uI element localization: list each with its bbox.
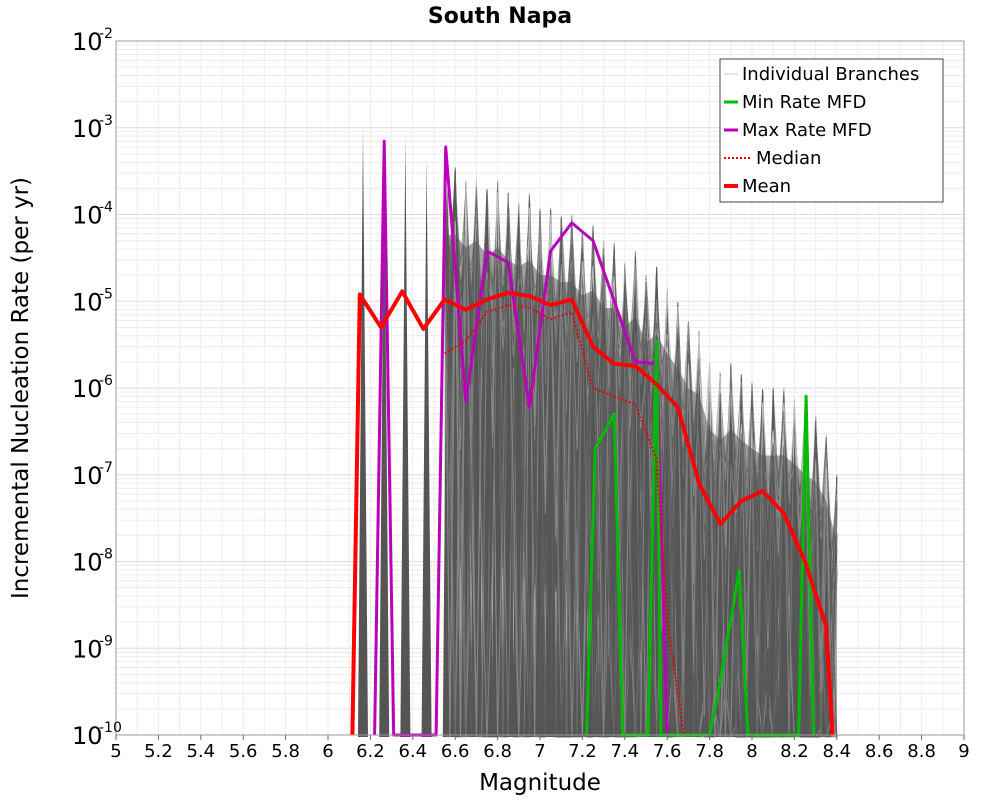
x-tick-label: 7.4: [610, 741, 639, 762]
x-tick-label: 5: [110, 741, 121, 762]
x-tick-label: 6: [322, 741, 333, 762]
chart-title: South Napa: [428, 4, 572, 29]
y-tick-label: 10: [72, 202, 103, 230]
x-tick-label: 7.2: [568, 741, 597, 762]
x-tick-label: 6.8: [483, 741, 512, 762]
x-tick-label: 8.6: [865, 741, 894, 762]
y-tick-label: 10: [72, 115, 103, 143]
branch-spike: [357, 127, 368, 737]
x-axis-label: Magnitude: [479, 770, 601, 796]
y-tick-exponent: -3: [99, 113, 113, 129]
y-tick-label: 10: [72, 722, 103, 750]
x-tick-label: 8: [746, 741, 757, 762]
branch-spike: [421, 157, 432, 738]
branch-body: [444, 234, 837, 738]
x-tick-label: 7: [534, 741, 545, 762]
y-tick-label: 10: [72, 375, 103, 403]
y-tick-exponent: -8: [99, 547, 113, 563]
x-axis-ticks: 5 5.2 5.4 5.6 5.8 6 6.2 6.4 6.6 6.8 7 7.2 7.4 7.6 7.8 8…: [110, 735, 970, 762]
x-tick-label: 7.8: [695, 741, 724, 762]
branch-spike: [400, 136, 411, 738]
x-tick-label: 8.8: [907, 741, 936, 762]
x-tick-label: 6.4: [398, 741, 427, 762]
y-tick-exponent: -6: [99, 373, 113, 389]
y-tick-exponent: -2: [99, 26, 113, 42]
x-tick-label: 5.6: [229, 741, 258, 762]
legend-label: Min Rate MFD: [742, 92, 866, 113]
y-tick-label: 10: [72, 288, 103, 316]
y-tick-label: 10: [72, 462, 103, 490]
x-tick-label: 6.2: [356, 741, 385, 762]
x-tick-label: 5.8: [271, 741, 300, 762]
series-median: [444, 304, 686, 736]
y-tick-exponent: -9: [99, 633, 113, 649]
x-tick-label: 7.6: [653, 741, 682, 762]
x-tick-label: 5.4: [186, 741, 215, 762]
y-tick-exponent: -5: [99, 286, 113, 302]
series-mean: [350, 289, 835, 736]
y-tick-exponent: -7: [99, 460, 113, 476]
y-tick-exponent: -10: [99, 720, 122, 736]
x-tick-label: 6.6: [441, 741, 470, 762]
legend-label: Median: [756, 148, 821, 169]
y-tick-exponent: -4: [99, 200, 113, 216]
y-tick-label: 10: [72, 635, 103, 663]
y-tick-label: 10: [72, 549, 103, 577]
x-tick-label: 9: [958, 741, 969, 762]
legend-box: [719, 58, 944, 203]
legend: Individual Branches Min Rate MFD Max Rate …: [719, 58, 944, 203]
x-tick-label: 5.2: [144, 741, 173, 762]
legend-label: Individual Branches: [742, 64, 919, 85]
x-tick-label: 8.2: [780, 741, 809, 762]
legend-label: Max Rate MFD: [742, 120, 872, 141]
y-axis-label: Incremental Nucleation Rate (per yr): [8, 177, 34, 599]
legend-label: Mean: [742, 176, 791, 197]
y-tick-label: 10: [72, 28, 103, 56]
branch-spike: [379, 153, 390, 737]
y-axis-ticks: 10-210-310-410-510-610-710-810-910-10: [72, 26, 122, 750]
x-tick-label: 8.4: [822, 741, 851, 762]
